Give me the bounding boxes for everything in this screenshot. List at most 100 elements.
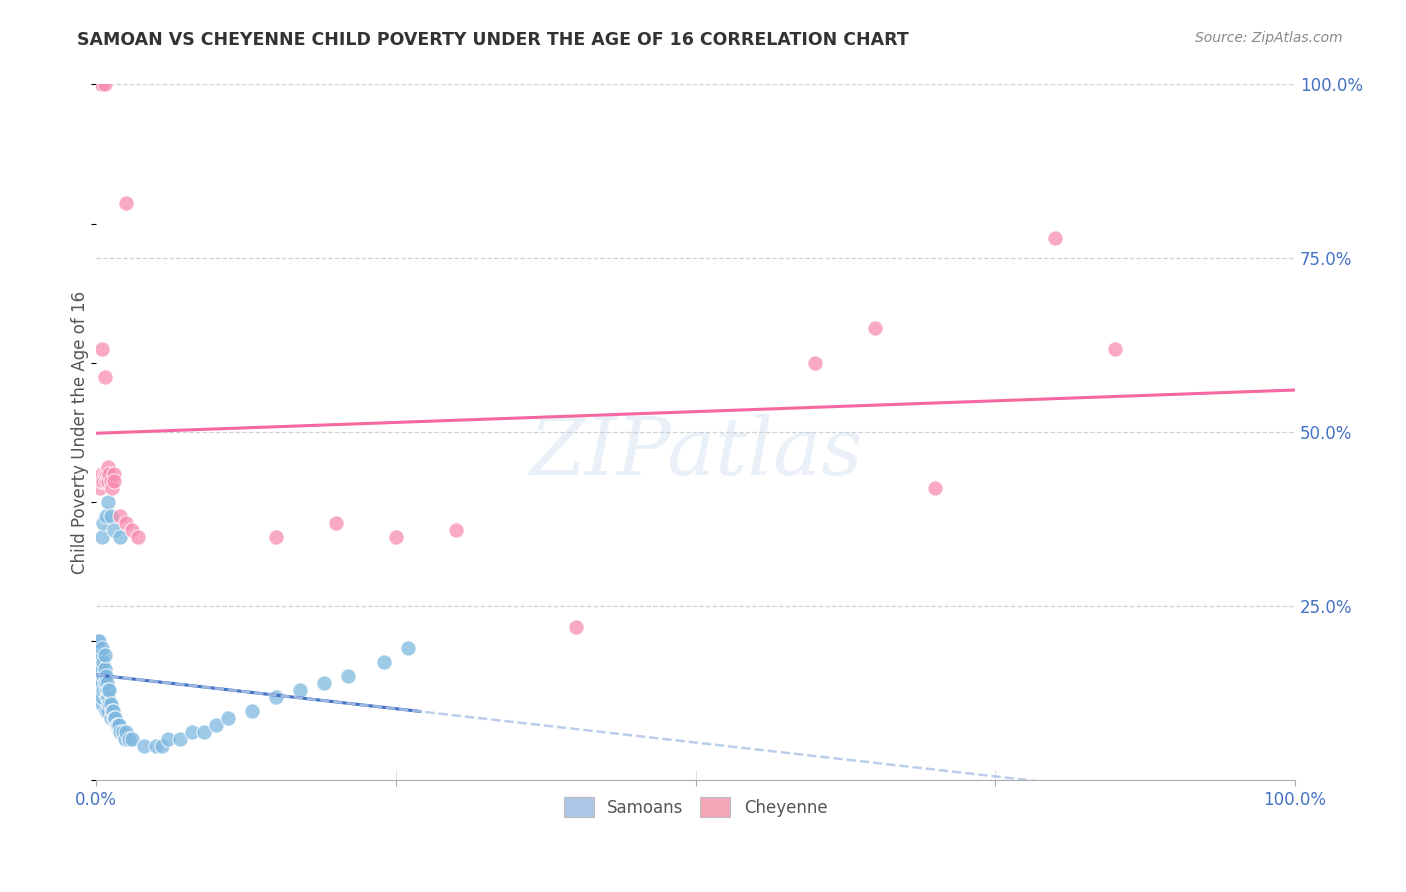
Y-axis label: Child Poverty Under the Age of 16: Child Poverty Under the Age of 16 [72, 291, 89, 574]
Point [93, 676, 115, 690]
Point [91, 78, 114, 92]
Point [103, 523, 125, 537]
Point [101, 481, 124, 495]
Point [108, 724, 131, 739]
Point [240, 704, 263, 718]
Point [444, 523, 467, 537]
Point [89, 481, 111, 495]
Point [157, 731, 180, 746]
Legend: Samoans, Cheyenne: Samoans, Cheyenne [557, 790, 834, 824]
Point [288, 682, 311, 697]
Point [108, 530, 131, 544]
Point [93, 78, 115, 92]
Point [97, 495, 120, 509]
Point [264, 530, 287, 544]
Point [87, 662, 110, 676]
Point [89, 669, 111, 683]
Point [87, 669, 110, 683]
Point [86, 648, 108, 662]
Point [924, 481, 946, 495]
Point [89, 676, 111, 690]
Point [98, 467, 121, 482]
Point [100, 508, 122, 523]
Point [98, 697, 121, 711]
Point [91, 676, 114, 690]
Point [89, 78, 111, 92]
Point [100, 474, 122, 488]
Point [114, 731, 136, 746]
Point [396, 641, 419, 656]
Point [111, 724, 134, 739]
Point [1104, 342, 1126, 356]
Point [134, 739, 156, 753]
Point [100, 697, 122, 711]
Text: Source: ZipAtlas.com: Source: ZipAtlas.com [1195, 31, 1343, 45]
Point [98, 682, 121, 697]
Point [91, 530, 114, 544]
Point [87, 648, 110, 662]
Point [96, 676, 118, 690]
Point [1045, 230, 1067, 244]
Point [865, 321, 887, 335]
Point [564, 620, 586, 634]
Point [90, 676, 112, 690]
Point [108, 717, 131, 731]
Point [103, 474, 125, 488]
Point [97, 690, 120, 704]
Point [115, 724, 138, 739]
Point [89, 662, 111, 676]
Point [107, 717, 129, 731]
Point [91, 342, 114, 356]
Point [93, 516, 115, 530]
Point [93, 682, 115, 697]
Point [103, 467, 125, 482]
Point [104, 711, 127, 725]
Point [264, 690, 287, 704]
Point [117, 731, 139, 746]
Point [93, 467, 115, 482]
Point [373, 655, 395, 669]
Point [87, 676, 110, 690]
Point [96, 467, 118, 482]
Point [169, 731, 191, 746]
Point [103, 711, 125, 725]
Point [105, 717, 128, 731]
Point [90, 682, 112, 697]
Point [97, 474, 120, 488]
Point [101, 704, 124, 718]
Point [97, 460, 120, 475]
Point [145, 739, 167, 753]
Point [91, 690, 114, 704]
Point [86, 634, 108, 648]
Point [150, 739, 173, 753]
Point [93, 669, 115, 683]
Point [94, 682, 117, 697]
Point [91, 467, 114, 482]
Point [312, 676, 335, 690]
Point [93, 369, 115, 384]
Point [93, 474, 115, 488]
Point [94, 669, 117, 683]
Point [94, 508, 117, 523]
Point [193, 724, 215, 739]
Point [91, 697, 114, 711]
Point [217, 711, 239, 725]
Point [97, 704, 120, 718]
Point [205, 717, 228, 731]
Point [96, 690, 118, 704]
Point [86, 655, 108, 669]
Point [89, 655, 111, 669]
Point [94, 474, 117, 488]
Point [90, 648, 112, 662]
Point [804, 356, 827, 370]
Point [90, 474, 112, 488]
Point [93, 655, 115, 669]
Point [115, 516, 138, 530]
Point [87, 655, 110, 669]
Point [91, 662, 114, 676]
Point [91, 641, 114, 656]
Point [90, 690, 112, 704]
Point [127, 530, 149, 544]
Point [97, 682, 120, 697]
Point [115, 195, 138, 210]
